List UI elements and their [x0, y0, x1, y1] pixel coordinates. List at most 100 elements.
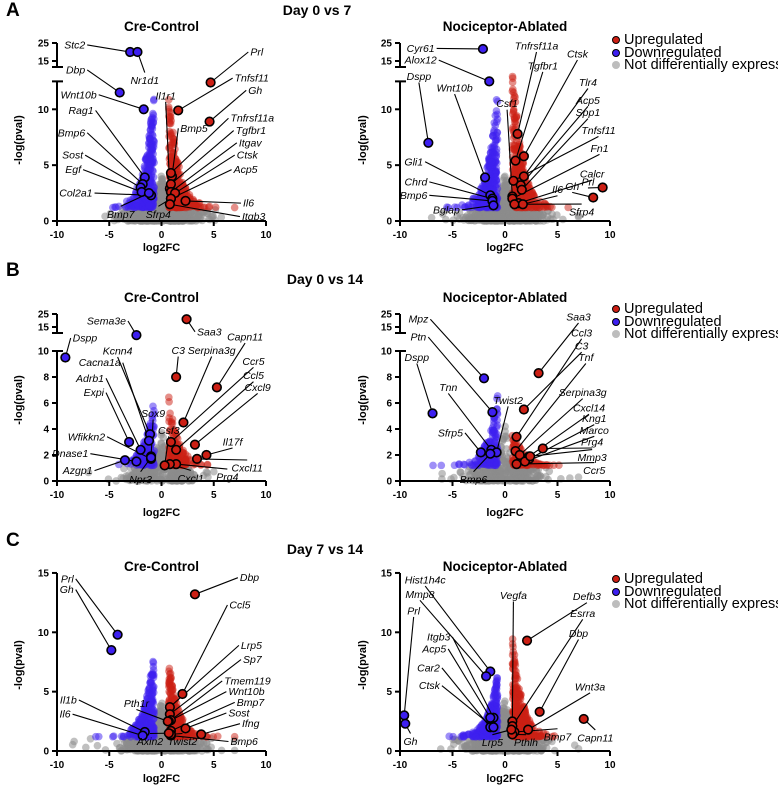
gene-label: Adrb1	[75, 373, 104, 385]
plot-title: Nociceptor-Ablated	[443, 290, 568, 305]
gene-point-ptn	[487, 407, 498, 418]
gene-label: Sema3e	[87, 316, 126, 328]
not-de-point	[441, 215, 450, 224]
x-tick-label: 10	[260, 490, 272, 501]
volcano-plot-2: -10 -5 0 5 1005101525Nociceptor-Ablatedlog2F…	[357, 19, 616, 254]
gene-label: Gh	[248, 85, 262, 97]
y-axis-label: -log(pval)	[13, 375, 25, 425]
gene-point-itgb3	[164, 199, 175, 210]
upregulated-point	[230, 203, 239, 212]
gene-label: Fn1	[590, 143, 608, 155]
gene-label: Wfikkn2	[68, 431, 106, 443]
gene-point-tnfsf11	[173, 105, 184, 116]
label-leader-line	[523, 351, 583, 410]
label-leader-line	[418, 82, 429, 143]
gene-point-cacna1a	[143, 435, 155, 446]
gene-label: Ctsk	[567, 48, 589, 60]
downregulated-point	[489, 426, 498, 435]
plot-title: Nociceptor-Ablated	[443, 19, 568, 34]
not-de-point	[501, 172, 509, 181]
gene-label: Serpina3g	[188, 345, 236, 357]
downregulated-point	[490, 144, 499, 152]
gene-label: C3	[172, 345, 186, 357]
gene-label: Ptn	[410, 332, 426, 344]
gene-point-il6	[517, 199, 528, 210]
gene-point-spp1	[516, 184, 527, 195]
gene-point-cyr61	[477, 43, 489, 55]
gene-label: Bmp7	[107, 209, 136, 221]
not-de-point	[168, 468, 176, 477]
y-tick-label: 25	[38, 39, 50, 50]
gene-label: Gli1	[404, 156, 423, 168]
gene-label: Cxcl9	[245, 382, 271, 394]
gene-label: Col2a1	[59, 188, 92, 200]
gene-label: Itgb3	[242, 211, 266, 223]
x-tick-label: 0	[159, 230, 165, 241]
x-axis-label: log2FC	[486, 507, 523, 519]
downregulated-point	[437, 461, 446, 470]
gene-label: Ccl5	[243, 370, 264, 382]
y-tick-label: 10	[38, 105, 50, 116]
x-tick-label: -10	[50, 490, 65, 501]
not-de-point	[512, 471, 520, 479]
y-tick-label: 25	[381, 310, 393, 321]
gene-label: Prg4	[581, 437, 603, 449]
x-tick-label: 5	[211, 490, 217, 501]
gene-point-bmp7	[143, 187, 155, 199]
downregulated-point	[429, 461, 437, 470]
not-de-point	[156, 702, 165, 710]
gene-label: Tnfsf11	[581, 125, 615, 137]
label-leader-line	[86, 132, 144, 185]
gene-label: Tgfbr1	[528, 60, 558, 72]
y-tick-label: 10	[381, 347, 393, 358]
gene-point-il17f	[201, 449, 212, 461]
label-leader-line	[438, 59, 490, 82]
not-de-point	[522, 211, 530, 219]
gene-label: Sfrp4	[569, 207, 594, 219]
not-de-point	[510, 210, 518, 219]
not-de-point	[574, 473, 583, 481]
y-tick-label: 0	[43, 217, 49, 228]
gene-point-dbp	[114, 87, 125, 98]
downregulated-point	[149, 658, 158, 667]
y-tick-label: 15	[38, 323, 50, 334]
y-tick-label: 10	[381, 105, 393, 116]
gene-point-npr3	[145, 452, 157, 463]
gene-label: Cacna1a	[79, 357, 121, 369]
y-tick-label: 2	[43, 451, 49, 462]
gene-label: Tlr4	[579, 77, 597, 89]
upregulated-point	[167, 132, 175, 140]
volcano-plot-3: -10 -5 0 5 1002468101525Cre-Controllog2FC-lo…	[13, 290, 272, 519]
gene-point-saa3	[533, 368, 544, 379]
not-de-point	[559, 215, 567, 224]
not-de-point	[499, 464, 508, 472]
gene-label: Ccr5	[583, 465, 605, 477]
gene-label: Capn11	[227, 332, 263, 344]
gene-label: Dbp	[66, 64, 85, 76]
not-de-point	[137, 215, 146, 224]
y-tick-label: 8	[386, 373, 392, 384]
not-de-point	[205, 215, 214, 224]
gene-label: Wnt10b	[61, 89, 97, 101]
downregulated-point	[91, 732, 100, 741]
gene-label: Saa3	[566, 311, 591, 323]
gene-label: Alox12	[404, 55, 437, 67]
gene-label: Csf3	[158, 425, 180, 437]
gene-point-prl	[597, 182, 608, 193]
gene-label: Bmp5	[180, 123, 208, 135]
gene-label: Il6	[552, 184, 563, 196]
x-tick-label: 10	[604, 230, 616, 241]
gene-label: Mpz	[409, 314, 430, 326]
gene-label: Tnfsf11	[235, 73, 269, 85]
not-de-point	[68, 740, 77, 749]
gene-label: Kng1	[582, 413, 607, 425]
upregulated-point	[511, 120, 520, 128]
x-tick-label: -5	[448, 490, 457, 501]
y-tick-label: 25	[381, 39, 393, 50]
y-tick-label: 4	[43, 425, 49, 436]
gene-point-ctsk	[518, 151, 530, 162]
not-de-point	[203, 469, 212, 477]
gene-point-ccl3	[511, 431, 522, 442]
gene-point-dnase1	[131, 456, 142, 467]
